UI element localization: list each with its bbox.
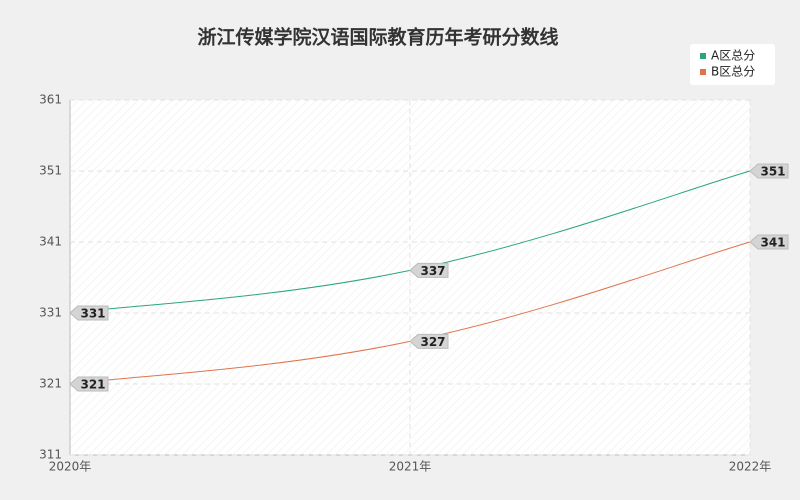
legend-label: B区总分 [711,65,755,79]
y-tick-label: 351 [39,164,62,178]
data-label: 351 [760,165,785,179]
data-label-tag [409,333,449,349]
y-tick-label: 361 [39,93,62,107]
data-label-tag [409,262,449,278]
data-label-tag [749,163,789,179]
data-label: 321 [80,378,105,392]
x-tick-label: 2021年 [389,460,432,474]
legend-swatch [700,53,706,59]
legend-swatch [700,69,706,75]
x-tick-label: 2022年 [729,460,772,474]
y-tick-label: 311 [39,448,62,462]
legend-box [690,44,775,85]
chart-title: 浙江传媒学院汉语国际教育历年考研分数线 [197,26,558,49]
x-tick-label: 2020年 [49,460,92,474]
y-tick-label: 341 [39,235,62,249]
plot-area [70,100,750,455]
y-tick-label: 331 [39,306,62,320]
y-tick-label: 321 [39,377,62,391]
data-label: 327 [420,335,445,349]
data-label: 337 [420,264,445,278]
data-label-tag [69,305,109,321]
legend-label: A区总分 [711,49,755,63]
data-label: 331 [80,307,105,321]
data-label: 341 [760,236,785,250]
data-label-tag [69,376,109,392]
data-label-tag [749,234,789,250]
